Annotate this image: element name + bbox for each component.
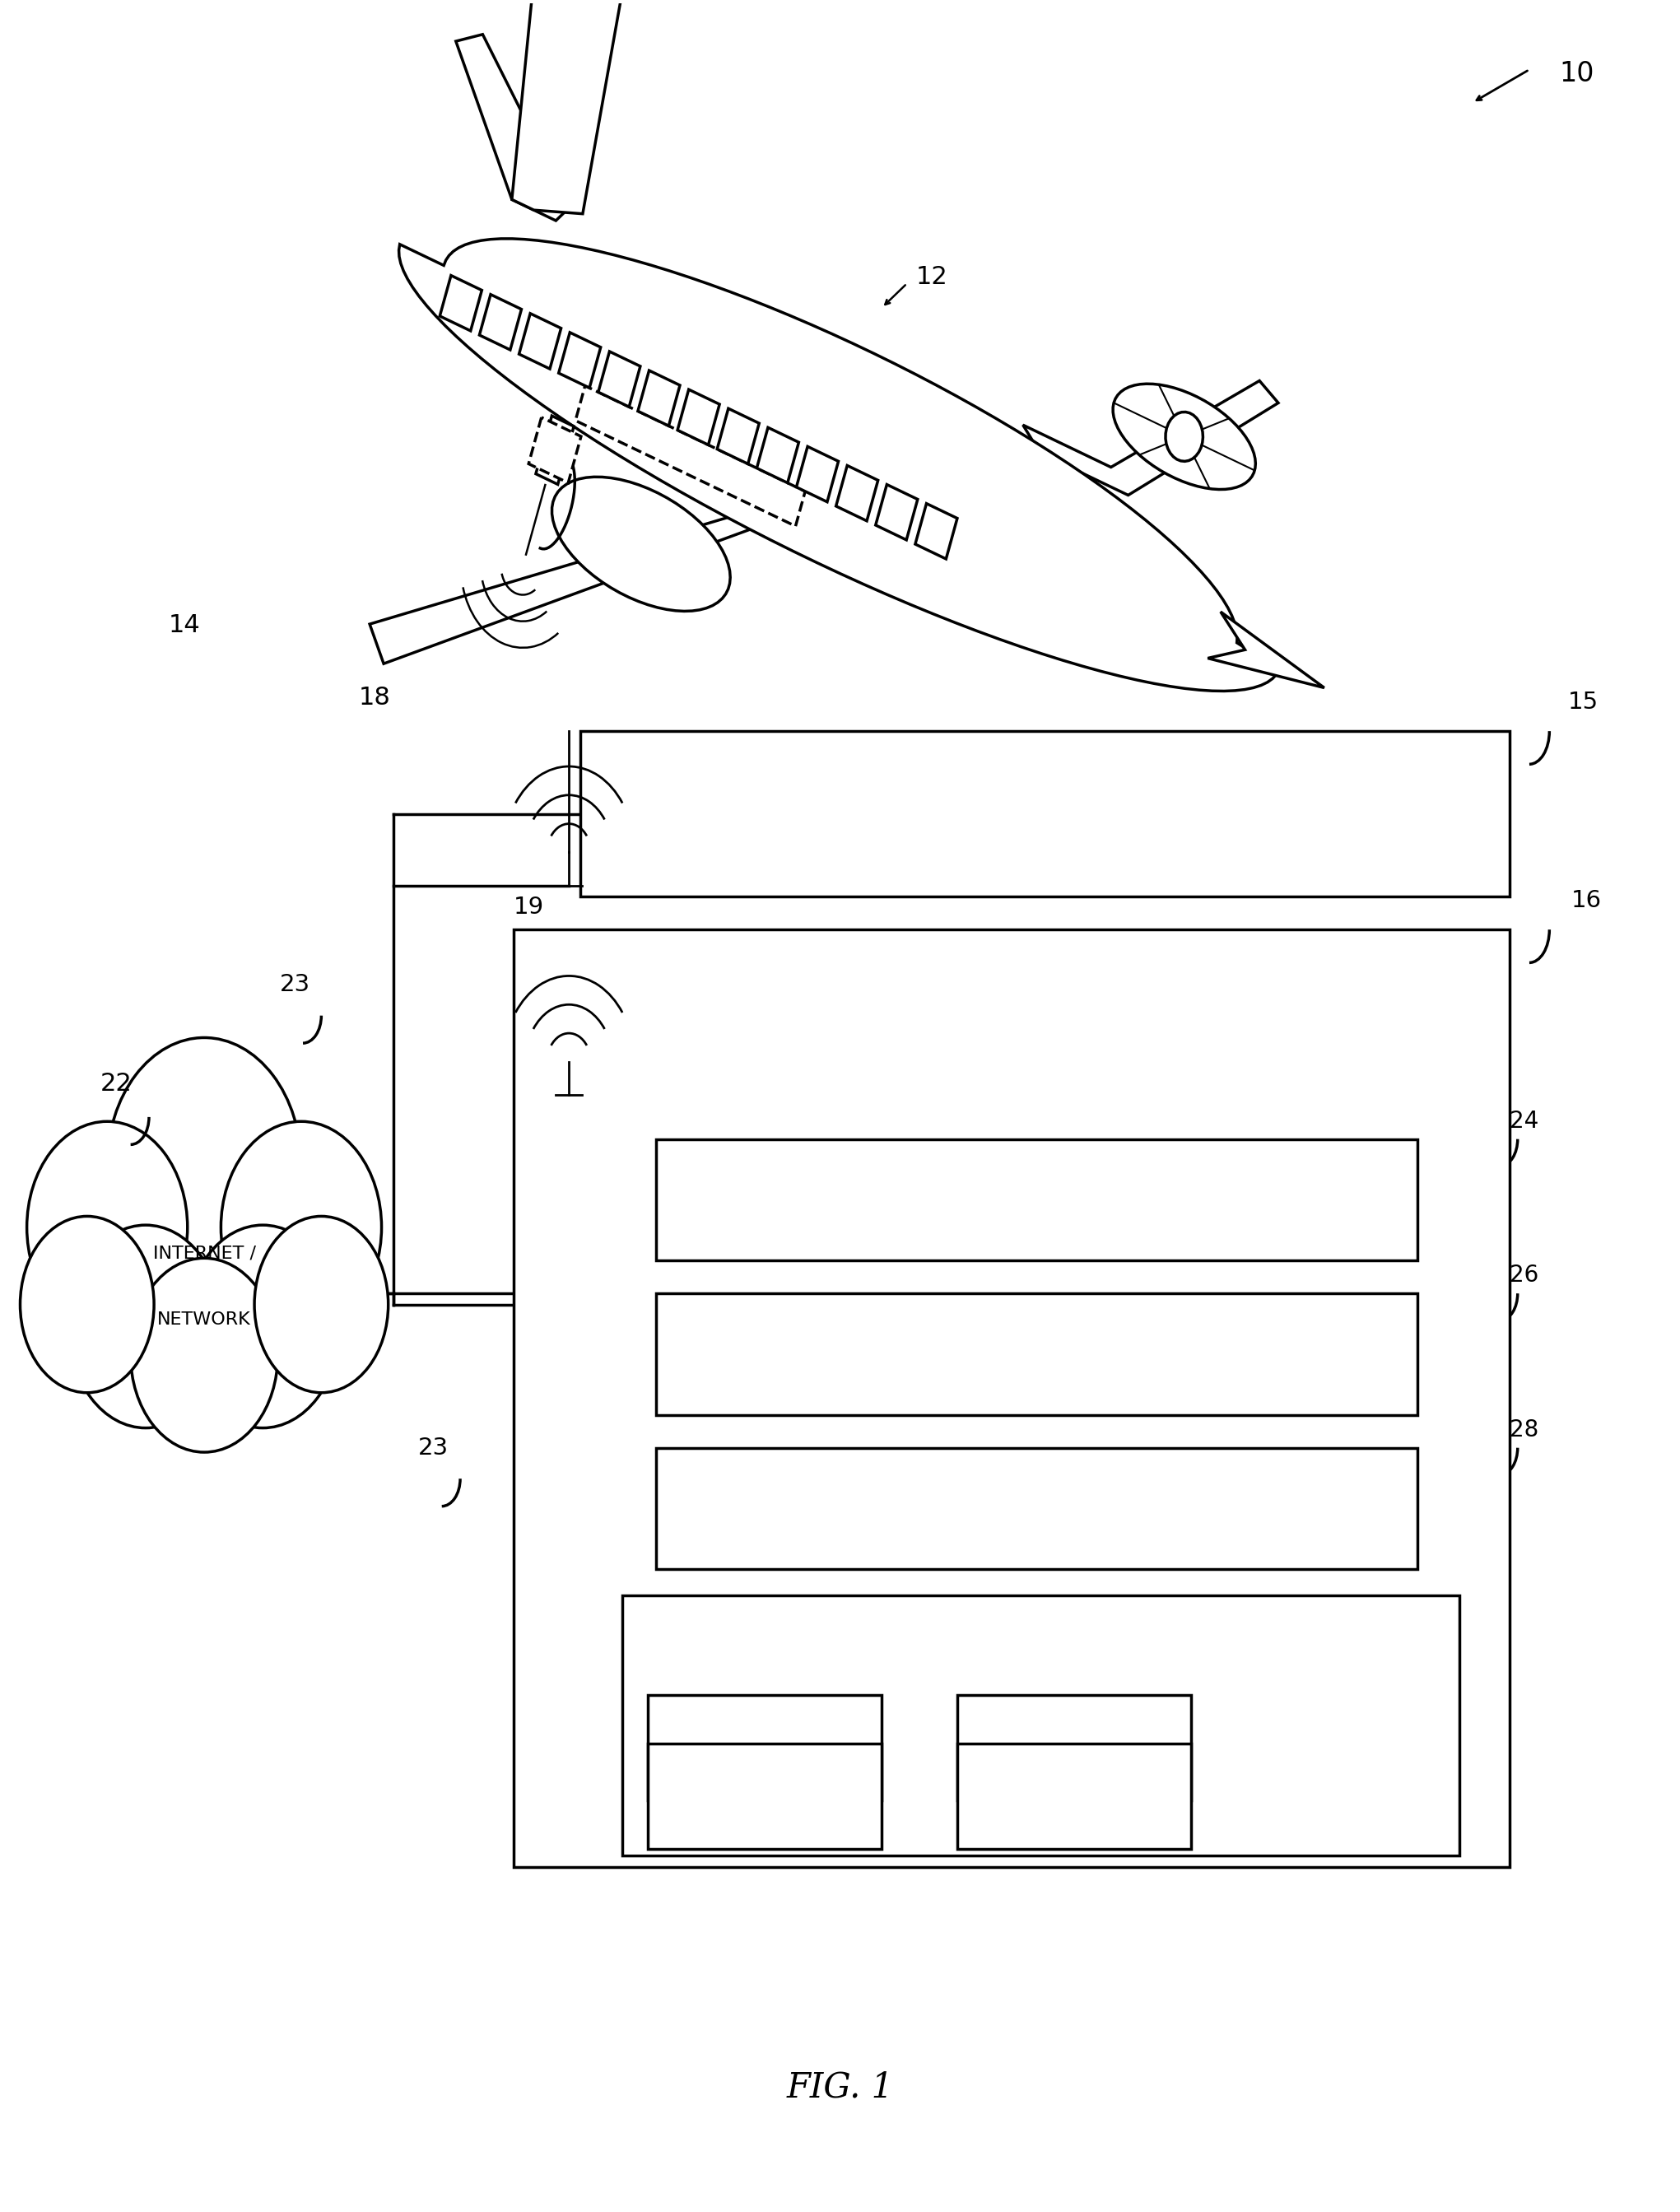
Polygon shape — [536, 416, 575, 484]
Polygon shape — [796, 447, 838, 502]
Text: PROCESSOR(S): PROCESSOR(S) — [963, 1190, 1110, 1210]
Polygon shape — [677, 389, 719, 445]
Circle shape — [186, 1225, 339, 1429]
Text: NETWORK: NETWORK — [158, 1312, 250, 1327]
Polygon shape — [916, 504, 958, 560]
Polygon shape — [1166, 411, 1203, 462]
Bar — [655, 1139, 1418, 1261]
Text: DISPLAY: DISPLAY — [729, 1739, 800, 1756]
Polygon shape — [598, 352, 640, 407]
Polygon shape — [370, 511, 948, 664]
Text: INTERNET /: INTERNET / — [153, 1245, 255, 1263]
Bar — [655, 1294, 1418, 1416]
Bar — [655, 1449, 1418, 1568]
Text: MOUSE: MOUSE — [1043, 1739, 1105, 1756]
Text: 28: 28 — [1509, 1418, 1539, 1442]
Circle shape — [222, 1121, 381, 1334]
Text: 14: 14 — [168, 613, 200, 637]
Text: 23: 23 — [418, 1436, 449, 1460]
Text: STORAGE  DEVICE(S): STORAGE DEVICE(S) — [934, 1345, 1139, 1365]
Polygon shape — [576, 385, 805, 526]
Text: 32: 32 — [606, 1785, 635, 1807]
Text: 26: 26 — [1509, 1263, 1539, 1287]
Text: 30: 30 — [1393, 1568, 1421, 1590]
Text: MEMORY  DEVICE(S): MEMORY DEVICE(S) — [937, 1498, 1136, 1517]
Bar — [623, 1595, 1458, 1856]
Polygon shape — [440, 276, 482, 332]
Polygon shape — [717, 409, 759, 465]
Text: KEYBOARD: KEYBOARD — [717, 1787, 811, 1805]
Bar — [647, 1694, 882, 1801]
Text: USER  INTERFACE: USER INTERFACE — [954, 1630, 1127, 1650]
Polygon shape — [875, 484, 917, 540]
Polygon shape — [553, 478, 731, 611]
Circle shape — [254, 1217, 388, 1394]
Polygon shape — [512, 0, 628, 215]
Text: MAINTENANCE  PREDICTION  SYSTEM: MAINTENANCE PREDICTION SYSTEM — [852, 803, 1238, 823]
Text: 19: 19 — [514, 896, 544, 918]
Text: FIG. 1: FIG. 1 — [786, 2070, 894, 2104]
Bar — [958, 1743, 1191, 1849]
Text: 34: 34 — [1205, 1736, 1233, 1759]
Text: 16: 16 — [1571, 889, 1601, 911]
Circle shape — [20, 1217, 155, 1394]
Text: 20: 20 — [514, 1068, 544, 1091]
Text: MAINTENANCE  SCHEDULING  SYSTEM: MAINTENANCE SCHEDULING SYSTEM — [813, 975, 1210, 995]
Text: 36: 36 — [606, 1736, 635, 1759]
Polygon shape — [756, 427, 798, 482]
Circle shape — [69, 1225, 223, 1429]
Text: 10: 10 — [1559, 60, 1594, 88]
Circle shape — [108, 1037, 301, 1294]
Polygon shape — [1112, 385, 1255, 489]
Polygon shape — [519, 314, 561, 369]
Polygon shape — [1023, 380, 1278, 495]
Bar — [647, 1743, 882, 1849]
Polygon shape — [559, 332, 601, 387]
Bar — [958, 1694, 1191, 1801]
Text: 22: 22 — [101, 1073, 133, 1095]
Text: 38: 38 — [1205, 1785, 1233, 1807]
Polygon shape — [398, 239, 1278, 690]
Text: PRINTER: PRINTER — [1038, 1787, 1110, 1805]
Polygon shape — [638, 369, 680, 427]
Polygon shape — [479, 294, 521, 349]
Circle shape — [27, 1121, 188, 1334]
Circle shape — [131, 1259, 277, 1453]
Text: 12: 12 — [916, 265, 948, 290]
Polygon shape — [837, 465, 879, 520]
Polygon shape — [529, 418, 581, 482]
Text: 18: 18 — [360, 686, 391, 710]
Polygon shape — [455, 35, 570, 221]
Text: 24: 24 — [1509, 1110, 1539, 1133]
Bar — [581, 732, 1509, 896]
Text: 15: 15 — [1567, 690, 1598, 714]
Text: 23: 23 — [279, 973, 311, 995]
Polygon shape — [1208, 613, 1324, 688]
Bar — [514, 929, 1509, 1867]
